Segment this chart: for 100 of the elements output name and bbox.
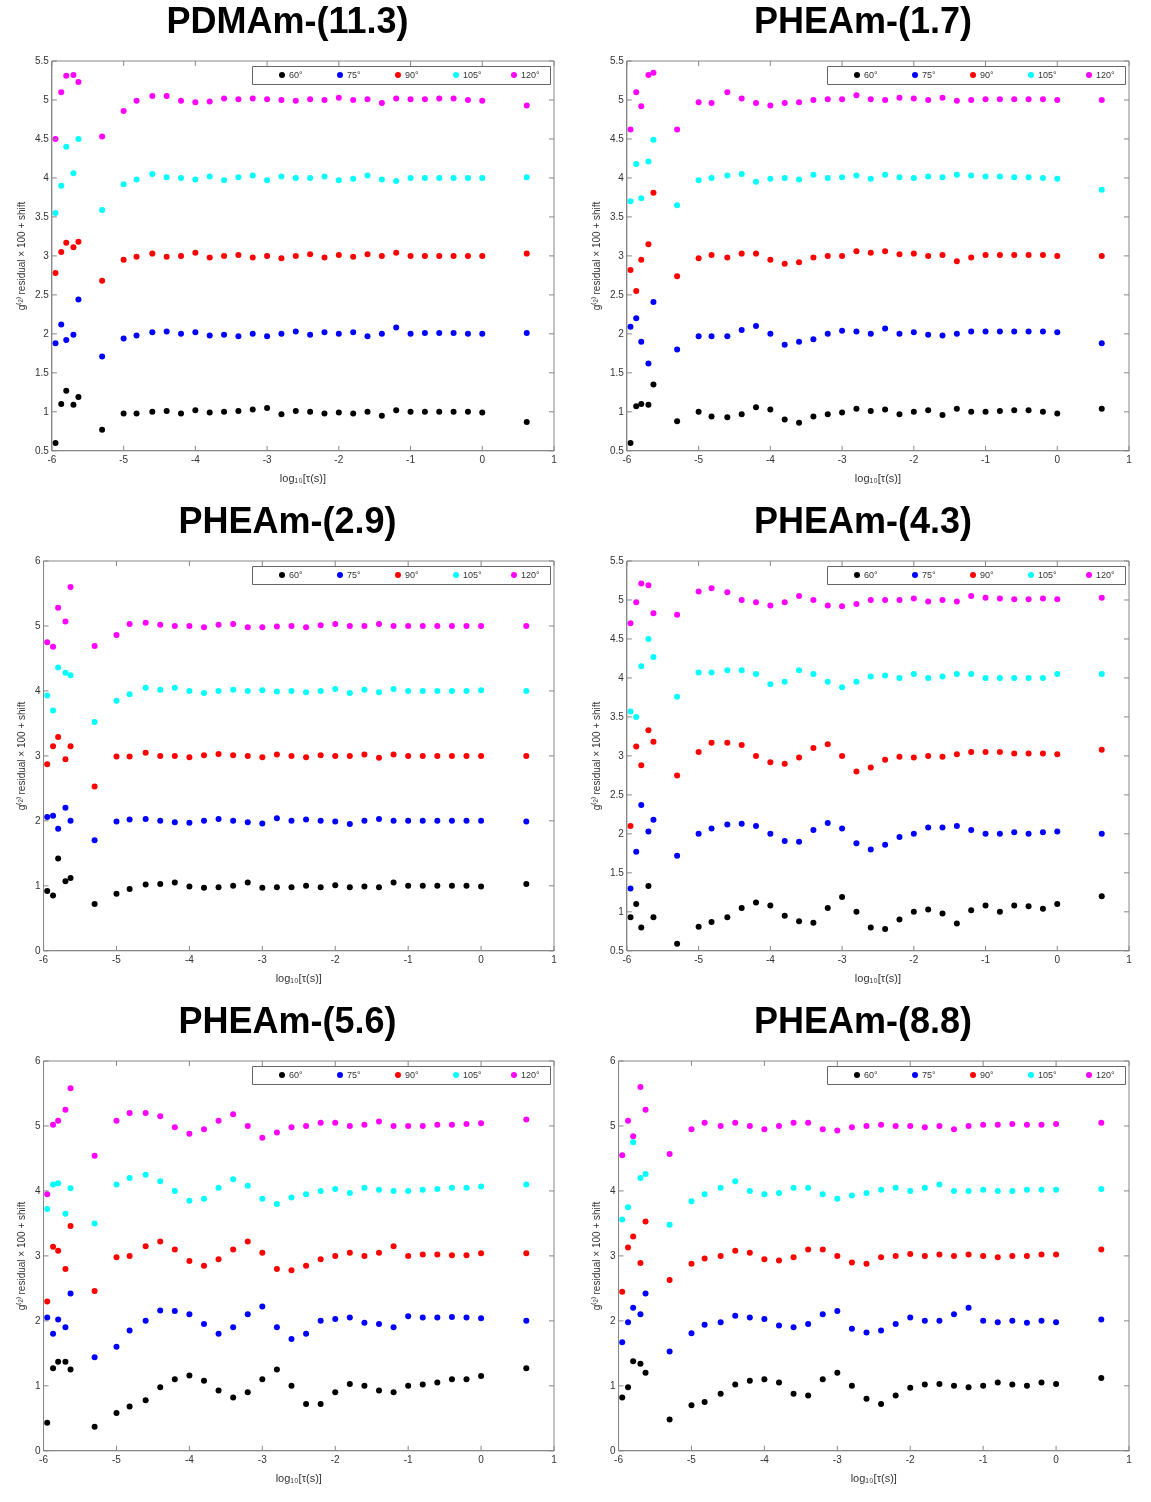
y-tick-label: 5 (610, 1119, 616, 1131)
point (70, 72, 77, 79)
point (925, 906, 932, 913)
point (630, 1304, 637, 1311)
point (113, 818, 120, 825)
point (867, 175, 874, 182)
point (361, 817, 368, 824)
point (627, 323, 634, 330)
point (753, 752, 760, 759)
point (390, 751, 397, 758)
point (839, 327, 846, 334)
point (674, 852, 681, 859)
x-tick-label: 1 (1126, 953, 1133, 965)
point (896, 596, 903, 603)
point (55, 1247, 62, 1254)
point (867, 673, 874, 680)
point (619, 1288, 626, 1295)
point (619, 1394, 626, 1401)
y-tick-label: 0 (35, 1444, 41, 1456)
point (1038, 1251, 1045, 1258)
point (637, 1360, 644, 1367)
point (996, 252, 1003, 259)
point (925, 252, 932, 259)
point (1025, 750, 1032, 757)
y-tick-label: 2 (43, 327, 50, 339)
y-tick-label: 5 (618, 593, 625, 605)
point (965, 1304, 972, 1311)
point (448, 1252, 455, 1259)
point (321, 410, 328, 417)
point (346, 1380, 353, 1387)
point (361, 1252, 368, 1259)
point (393, 95, 400, 102)
point (1011, 174, 1018, 181)
point (523, 1365, 530, 1372)
point (896, 94, 903, 101)
point (996, 96, 1003, 103)
y-axis-title: g⁽²⁾ residual × 100 + shift (14, 201, 27, 311)
point (230, 882, 237, 889)
point (50, 743, 57, 750)
point (638, 580, 645, 587)
point (878, 1327, 885, 1334)
point (732, 1119, 739, 1126)
point (796, 176, 803, 183)
point (775, 1257, 782, 1264)
point (950, 1382, 957, 1389)
point (907, 1314, 914, 1321)
point (1098, 830, 1105, 837)
point (463, 1184, 470, 1191)
point (892, 1184, 899, 1191)
point (724, 589, 731, 596)
point (1011, 96, 1018, 103)
point (346, 1249, 353, 1256)
point (303, 1401, 310, 1408)
point (627, 126, 634, 133)
point (753, 250, 760, 257)
point (178, 174, 185, 181)
point (99, 353, 106, 360)
point (1038, 1379, 1045, 1386)
point (921, 1124, 928, 1131)
point (75, 135, 82, 142)
point (638, 401, 645, 408)
point (142, 684, 149, 691)
point (478, 1250, 485, 1257)
point (70, 401, 77, 408)
point (361, 1184, 368, 1191)
point (1011, 252, 1018, 259)
x-tick-label: -2 (905, 1453, 916, 1465)
y-tick-label: 1 (618, 405, 625, 417)
point (317, 1256, 324, 1263)
point (206, 409, 213, 416)
point (463, 622, 470, 629)
point (244, 879, 251, 886)
point (625, 1319, 632, 1326)
point (171, 1187, 178, 1194)
point (968, 593, 975, 600)
point (1098, 1316, 1105, 1323)
point (249, 330, 256, 337)
point (157, 686, 164, 693)
point (645, 360, 652, 367)
point (925, 407, 932, 414)
point (332, 882, 339, 889)
point (113, 697, 120, 704)
point (44, 1314, 51, 1321)
point (1023, 1186, 1030, 1193)
point (910, 95, 917, 102)
y-tick-label: 2 (610, 1314, 616, 1326)
point (781, 416, 788, 423)
point (1054, 252, 1061, 259)
point (307, 331, 314, 338)
point (839, 252, 846, 259)
point (708, 918, 715, 925)
y-tick-label: 4.5 (35, 132, 50, 144)
point (796, 419, 803, 426)
point (50, 1121, 57, 1128)
point (633, 901, 640, 908)
point (738, 596, 745, 603)
point (834, 1308, 841, 1315)
point (627, 266, 634, 273)
point (264, 252, 271, 259)
point (523, 250, 530, 257)
